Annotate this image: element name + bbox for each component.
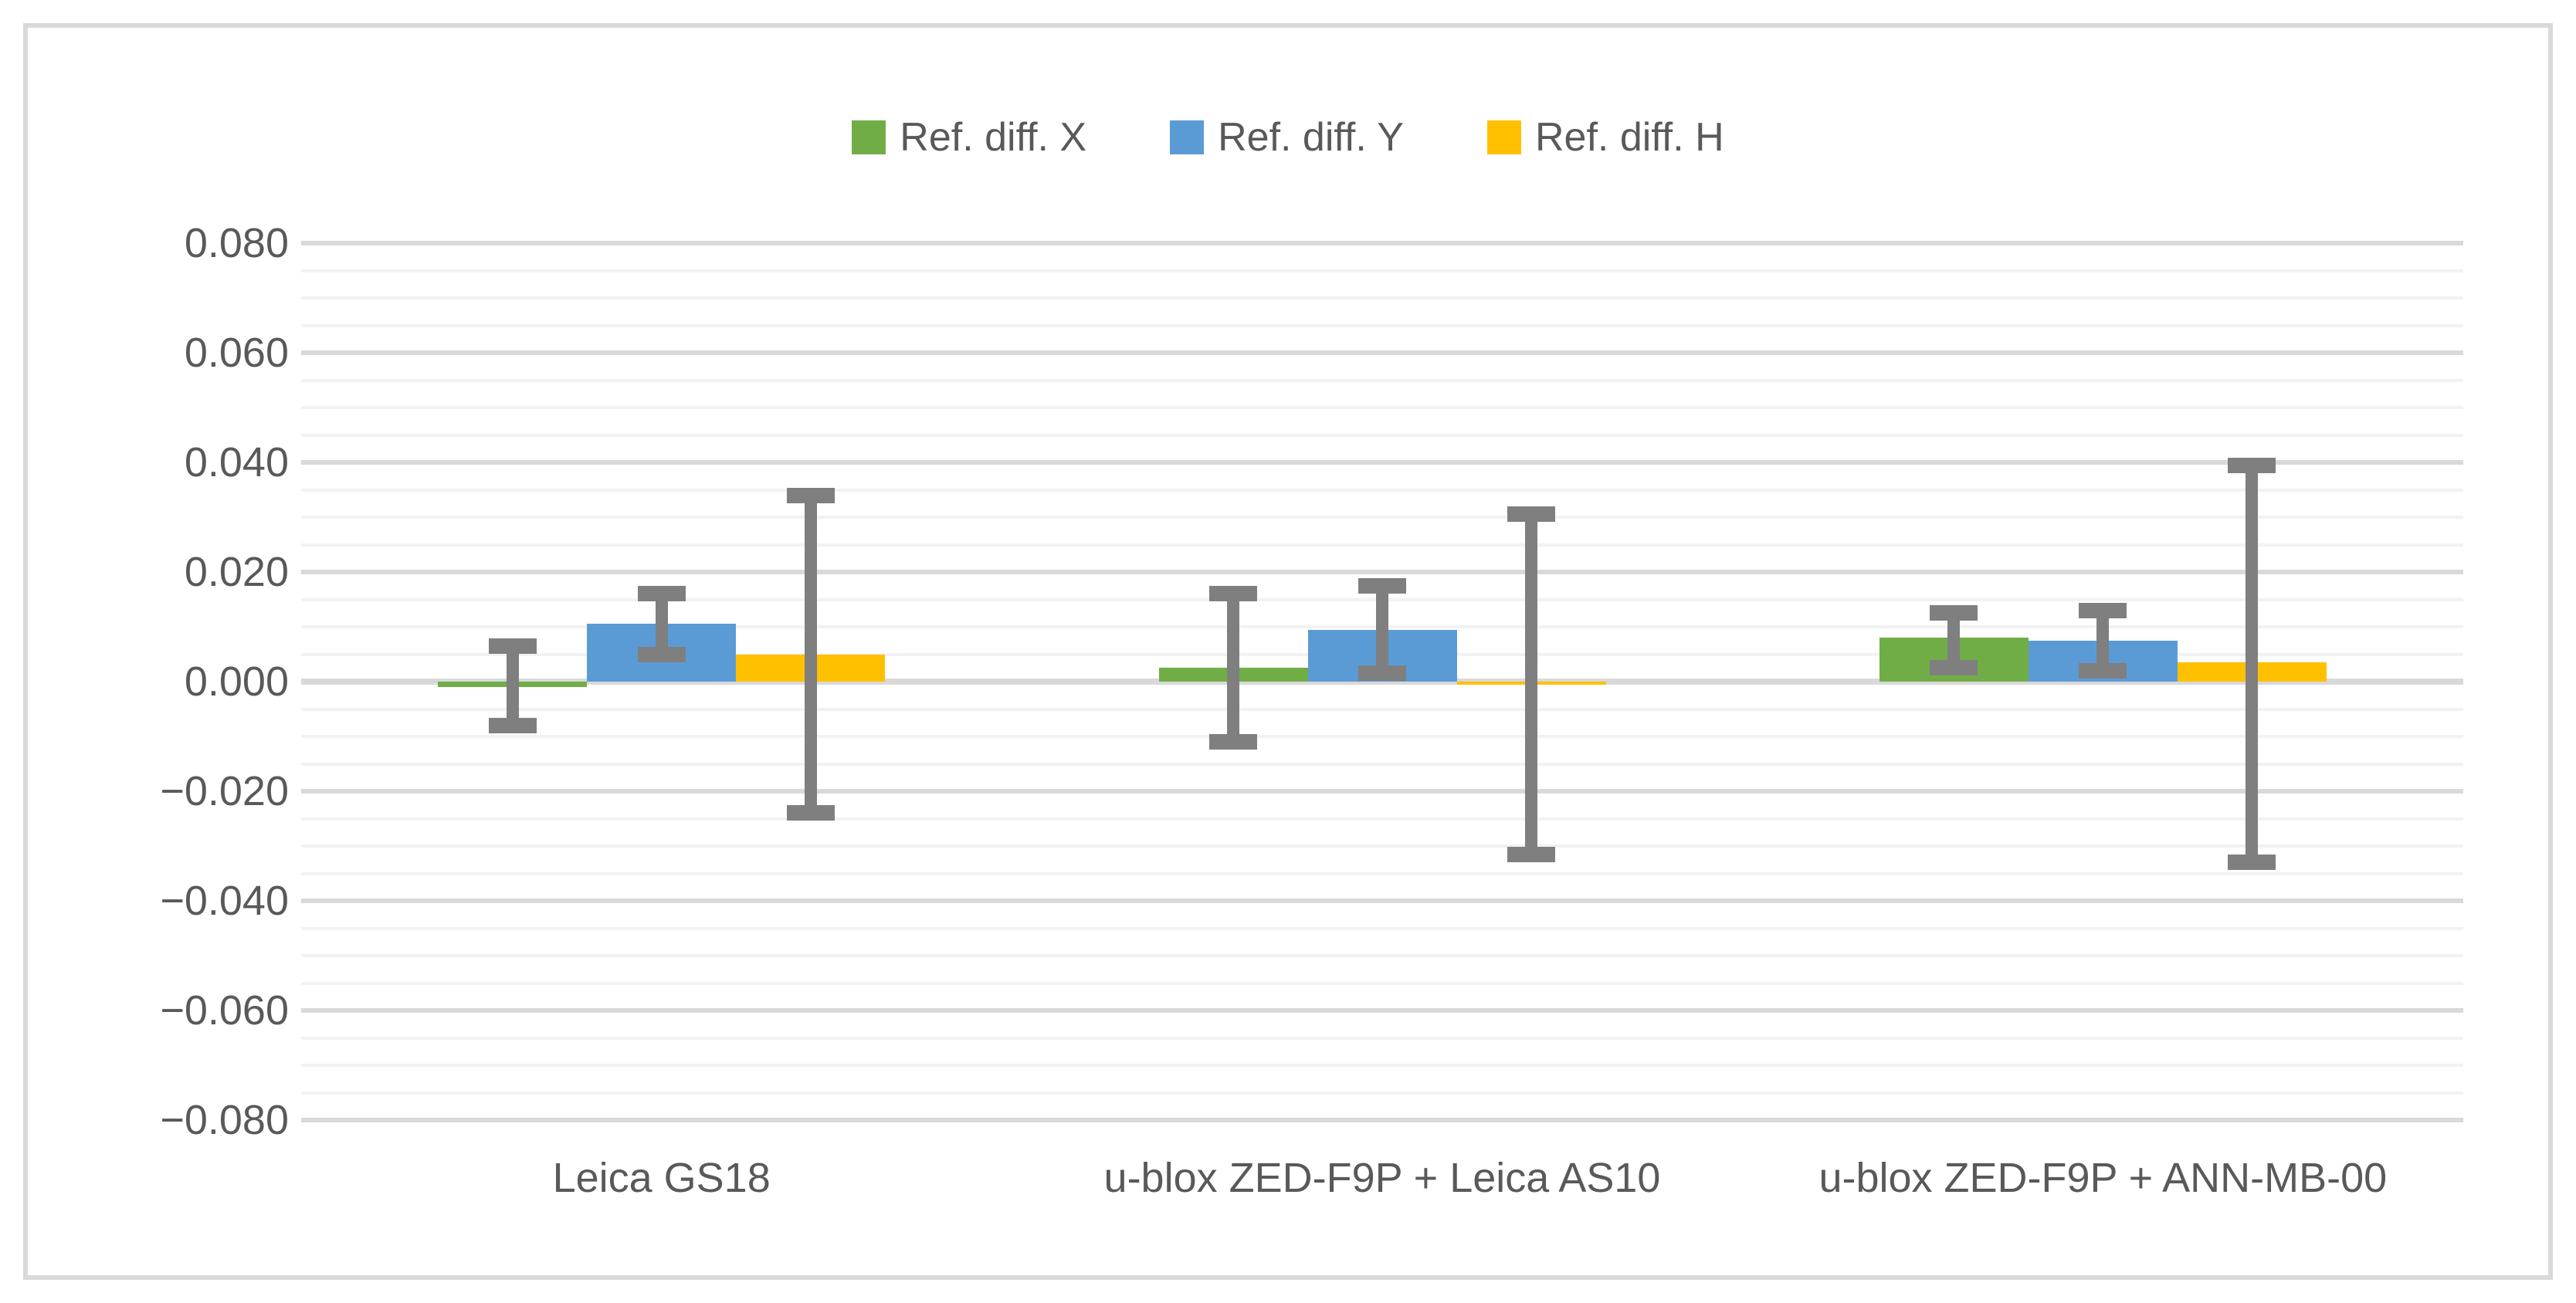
error-bar-ref-diff-h-leica-gs18-cap-top xyxy=(786,487,835,503)
gridline-minor xyxy=(301,1036,2463,1040)
error-bar-ref-diff-x-u-blox-zed-f9p-ann-mb-00-cap-bottom xyxy=(1930,660,1978,676)
error-bar-ref-diff-x-u-blox-zed-f9p-leica-as10-cap-bottom xyxy=(1209,734,1257,750)
gridline-minor xyxy=(301,735,2463,738)
gridline-major xyxy=(301,899,2463,903)
error-bar-ref-diff-h-u-blox-zed-f9p-ann-mb-00-cap-top xyxy=(2228,457,2276,473)
gridline-minor xyxy=(301,844,2463,848)
error-bar-ref-diff-h-leica-gs18 xyxy=(804,495,817,814)
gridline-minor xyxy=(301,926,2463,930)
gridline-minor xyxy=(301,516,2463,519)
category-label-leica-gs18: Leica GS18 xyxy=(552,1155,771,1201)
gridline-minor xyxy=(301,762,2463,766)
x-axis-category-labels: Leica GS18 u-blox ZED-F9P + Leica AS10 u… xyxy=(301,1152,2463,1203)
y-tick-label: 0.020 xyxy=(184,549,289,595)
y-tick-label: 0.040 xyxy=(184,439,289,486)
gridline-major xyxy=(301,1008,2463,1013)
y-tick-label: −0.020 xyxy=(160,768,289,814)
legend-swatch-ref-diff-h xyxy=(1487,120,1521,154)
error-bar-ref-diff-y-leica-gs18 xyxy=(655,594,668,655)
gridline-major xyxy=(301,460,2463,465)
chart-frame: Ref. diff. X Ref. diff. Y Ref. diff. H 0… xyxy=(23,23,2553,1280)
error-bar-ref-diff-y-u-blox-zed-f9p-leica-as10-cap-top xyxy=(1358,577,1406,594)
gridline-minor xyxy=(301,1064,2463,1067)
y-tick-label: 0.080 xyxy=(184,220,289,266)
gridline-major xyxy=(301,789,2463,794)
legend-item-ref-diff-h: Ref. diff. H xyxy=(1487,114,1724,161)
error-bar-ref-diff-h-u-blox-zed-f9p-leica-as10 xyxy=(1525,514,1537,855)
axis-zero-line xyxy=(301,679,2463,685)
gridline-minor xyxy=(301,707,2463,711)
legend-item-ref-diff-x: Ref. diff. X xyxy=(852,114,1086,161)
gridline-major xyxy=(301,570,2463,574)
legend-swatch-ref-diff-x xyxy=(852,120,886,154)
error-bar-ref-diff-x-u-blox-zed-f9p-ann-mb-00-cap-top xyxy=(1930,605,1978,621)
gridline-minor xyxy=(301,981,2463,985)
legend-label-ref-diff-x: Ref. diff. X xyxy=(900,115,1087,160)
error-bar-ref-diff-y-leica-gs18-cap-top xyxy=(637,586,686,602)
category-label-zed-f9p-as10: u-blox ZED-F9P + Leica AS10 xyxy=(1103,1155,1661,1201)
error-bar-ref-diff-x-u-blox-zed-f9p-leica-as10 xyxy=(1227,594,1239,743)
y-tick-label: −0.080 xyxy=(160,1097,289,1143)
gridline-major xyxy=(301,241,2463,245)
gridline-minor xyxy=(301,871,2463,875)
legend: Ref. diff. X Ref. diff. Y Ref. diff. H xyxy=(28,114,2548,161)
error-bar-ref-diff-h-leica-gs18-cap-bottom xyxy=(786,805,835,821)
gridline-minor xyxy=(301,433,2463,437)
gridline-minor xyxy=(301,817,2463,821)
gridline-minor xyxy=(301,406,2463,409)
error-bar-ref-diff-x-leica-gs18 xyxy=(506,645,519,726)
y-tick-label: −0.040 xyxy=(160,878,289,924)
error-bar-ref-diff-x-leica-gs18-cap-top xyxy=(488,638,537,654)
error-bar-ref-diff-y-u-blox-zed-f9p-ann-mb-00-cap-top xyxy=(2079,602,2127,618)
gridline-minor xyxy=(301,1091,2463,1095)
gridline-minor xyxy=(301,296,2463,300)
gridline-major xyxy=(301,350,2463,355)
legend-label-ref-diff-y: Ref. diff. Y xyxy=(1218,115,1404,160)
error-bar-ref-diff-h-u-blox-zed-f9p-leica-as10-cap-bottom xyxy=(1507,846,1555,862)
error-bar-ref-diff-x-u-blox-zed-f9p-ann-mb-00 xyxy=(1947,613,1961,668)
error-bar-ref-diff-x-u-blox-zed-f9p-leica-as10-cap-top xyxy=(1209,586,1257,602)
y-tick-label: 0.060 xyxy=(184,330,289,376)
y-tick-label: 0.000 xyxy=(184,658,289,705)
gridline-minor xyxy=(301,269,2463,272)
gridline-minor xyxy=(301,954,2463,957)
error-bar-ref-diff-h-u-blox-zed-f9p-leica-as10-cap-top xyxy=(1507,506,1555,523)
legend-swatch-ref-diff-y xyxy=(1170,120,1205,154)
plot-area xyxy=(301,241,2463,1122)
error-bar-ref-diff-x-leica-gs18-cap-bottom xyxy=(488,717,537,733)
error-bar-ref-diff-y-u-blox-zed-f9p-ann-mb-00 xyxy=(2096,610,2110,671)
gridline-minor xyxy=(301,543,2463,547)
y-tick-label: −0.060 xyxy=(160,987,289,1034)
category-label-zed-f9p-ann-mb-00: u-blox ZED-F9P + ANN-MB-00 xyxy=(1818,1155,2388,1201)
error-bar-ref-diff-y-leica-gs18-cap-bottom xyxy=(637,646,686,662)
legend-item-ref-diff-y: Ref. diff. Y xyxy=(1170,114,1404,161)
error-bar-ref-diff-h-u-blox-zed-f9p-ann-mb-00 xyxy=(2246,465,2259,863)
gridline-minor xyxy=(301,378,2463,382)
gridline-minor xyxy=(301,488,2463,492)
gridline-minor xyxy=(301,323,2463,327)
error-bar-ref-diff-y-u-blox-zed-f9p-leica-as10 xyxy=(1376,585,1388,674)
error-bar-ref-diff-h-u-blox-zed-f9p-ann-mb-00-cap-bottom xyxy=(2228,855,2276,871)
error-bar-ref-diff-y-u-blox-zed-f9p-leica-as10-cap-bottom xyxy=(1358,665,1406,682)
gridline-major xyxy=(301,1118,2463,1122)
error-bar-ref-diff-y-u-blox-zed-f9p-ann-mb-00-cap-bottom xyxy=(2079,662,2127,679)
y-axis-tick-labels: 0.080 0.060 0.040 0.020 0.000 −0.020 −0.040 −0.… xyxy=(28,28,293,1275)
legend-label-ref-diff-h: Ref. diff. H xyxy=(1535,115,1724,160)
